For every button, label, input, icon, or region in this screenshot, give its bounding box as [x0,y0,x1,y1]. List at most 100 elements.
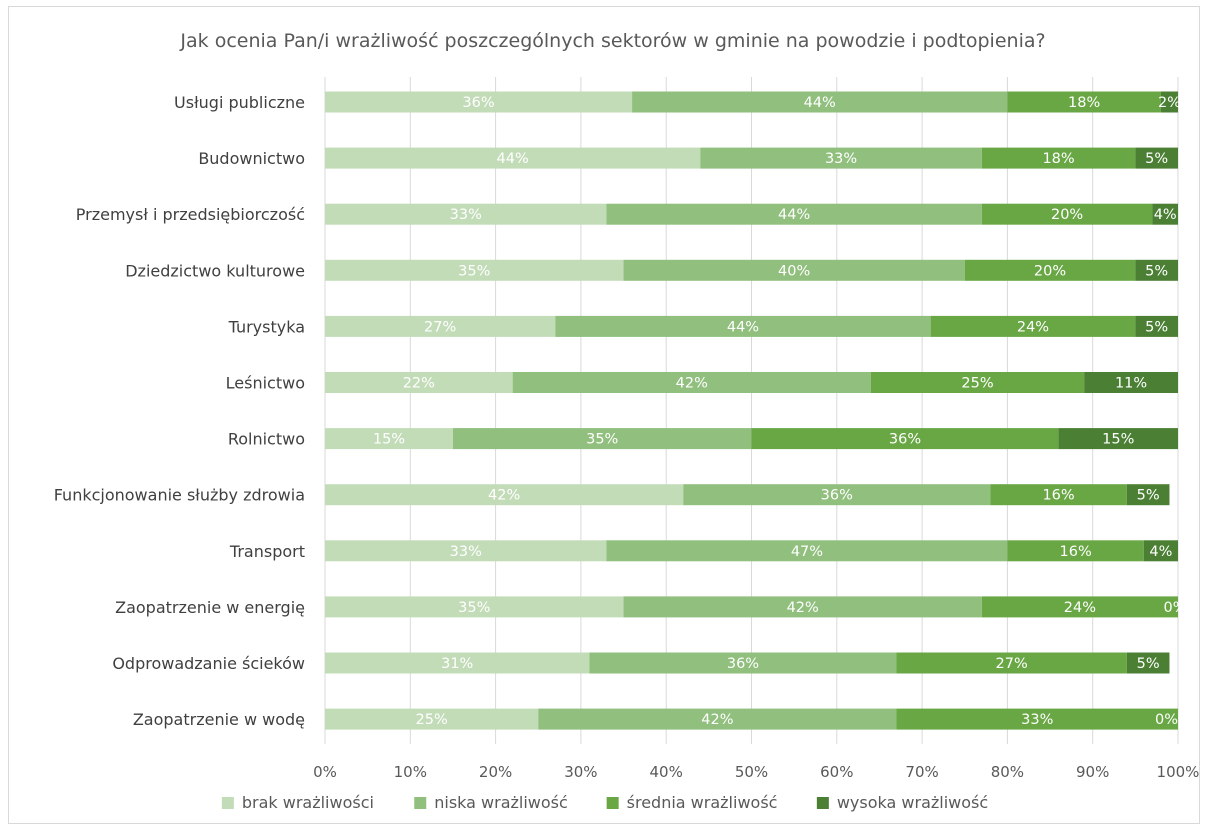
data-label: 0% [1164,600,1187,616]
data-label: 44% [778,207,810,223]
bar-segment [1126,484,1170,506]
data-label: 20% [1051,207,1083,223]
bar-segment [1007,540,1144,562]
chart-frame: Jak ocenia Pan/i wrażliwość poszczególny… [8,6,1200,824]
bar-segment [1152,203,1178,225]
data-label: 5% [1145,151,1168,167]
bar-segment [606,203,982,225]
bar-segment [1084,372,1178,393]
x-tick-label: 60% [820,763,853,781]
category-label: Transport [229,542,305,561]
bar-segment [325,708,539,730]
data-label: 4% [1149,544,1172,560]
data-label: 36% [821,488,853,504]
legend-label: wysoka wrażliwość [837,793,988,812]
legend: brak wrażliwości niska wrażliwość średnia … [221,793,988,812]
category-label: Funkcjonowanie służby zdrowia [54,486,305,505]
data-label: 20% [1034,263,1066,279]
data-label: 18% [1068,95,1100,111]
bar-segment [325,596,624,618]
data-label: 35% [586,432,618,448]
x-tick-label: 30% [564,763,597,781]
bar-segment [555,315,931,337]
bar-segment [870,372,1085,393]
data-label: 18% [1042,151,1074,167]
data-label: 33% [450,544,482,560]
category-label: Turystyka [228,317,305,336]
x-tick-label: 20% [479,763,512,781]
data-label: 15% [1102,432,1134,448]
data-label: 5% [1137,656,1160,672]
data-label: 2% [1158,95,1181,111]
bar-segment [452,428,752,450]
data-label: 0% [1155,712,1178,728]
bar-segment [1126,652,1170,674]
x-tick-label: 70% [905,763,938,781]
bar-segment [981,203,1153,225]
data-label: 35% [458,263,490,279]
category-label: Przemysł i przedsiębiorczość [76,205,305,224]
category-label: Usługi publiczne [174,93,305,112]
category-labels: Usługi publiczne Budownictwo Przemysł i pr… [54,93,305,729]
data-label: 24% [1017,319,1049,335]
data-label: 36% [462,95,494,111]
bar-segment [1143,540,1178,562]
bar-segment [325,652,590,674]
data-label: 15% [373,432,405,448]
bar-segment [325,428,453,450]
data-label: 44% [804,95,836,111]
data-label: 42% [488,488,520,504]
x-tick-label: 50% [735,763,768,781]
bar-segment [1160,91,1178,113]
stacked-bar-chart: Jak ocenia Pan/i wrażliwość poszczególny… [54,30,1200,812]
legend-label: średnia wrażliwość [627,793,778,812]
data-label: 36% [727,656,759,672]
category-label: Zaopatrzenie w energię [115,598,305,617]
data-label: 44% [727,319,759,335]
bar-segment [325,484,684,506]
bar-segment [325,315,556,337]
legend-swatch [414,797,427,809]
category-label: Budownictwo [198,149,305,168]
bar-segment [589,652,897,674]
data-label: 25% [961,376,993,392]
data-label: 42% [701,712,733,728]
x-tick-label: 0% [313,763,337,781]
data-label: 44% [497,151,529,167]
x-tick-label: 40% [650,763,683,781]
data-label: 33% [450,207,482,223]
bar-segment [538,708,897,730]
category-label: Dziedzictwo kulturowe [125,261,305,280]
data-label: 47% [791,544,823,560]
bar-segment [1135,259,1178,281]
bar-segment [990,484,1127,506]
bar-segment [325,372,513,393]
bar-segment [512,372,871,393]
category-label: Zaopatrzenie w wodę [133,710,305,729]
bar-segment [325,147,701,169]
data-labels: 36% 44% 18% 2% 44% 33% 18% 5% 33% 44% 20% 4% 35% 40% 2… [373,95,1187,728]
data-label: 42% [676,376,708,392]
bar-segment [623,259,965,281]
gridlines [324,77,1179,745]
bar-segment [683,484,991,506]
bar-segment [325,540,607,562]
bar-segment [325,259,624,281]
bar-segment [981,147,1136,169]
bar-segment [1135,147,1178,169]
data-label: 36% [889,432,921,448]
bar-segment [1007,91,1161,113]
data-label: 33% [1021,712,1053,728]
data-label: 5% [1137,488,1160,504]
bars [325,91,1178,730]
x-tick-label: 10% [394,763,427,781]
category-label: Rolnictwo [228,430,305,449]
data-label: 27% [424,319,456,335]
bar-segment [632,91,1008,113]
data-label: 22% [403,376,435,392]
data-label: 5% [1145,263,1168,279]
data-label: 5% [1145,319,1168,335]
data-label: 11% [1115,376,1147,392]
x-tick-label: 90% [1076,763,1109,781]
bar-segment [981,596,1178,618]
